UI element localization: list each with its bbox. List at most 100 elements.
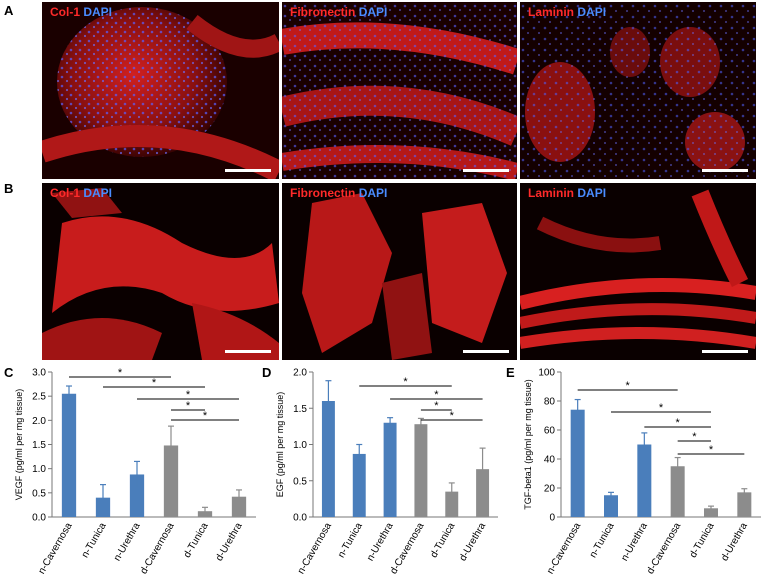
stain-label-a-fibronectin: Fibronectin DAPI [290,5,388,19]
x-tick-label: n-Urethra [112,521,143,563]
y-tick-label: 0.5 [293,476,307,487]
scale-bar [463,169,509,172]
significance-star: * [676,417,681,429]
significance-star: * [709,444,714,456]
significance-star: * [692,431,697,443]
micrograph-a-fibronectin: Fibronectin DAPI [282,2,517,179]
micrograph-b-col1: Col-1 DAPI [42,183,279,360]
x-tick-label: n-Urethra [365,521,396,563]
x-tick-label: d-Urethra [458,521,489,563]
y-tick-label: 1.5 [293,404,307,415]
panel-label-b: B [4,181,14,196]
significance-star: * [203,410,208,422]
panel-label-a: A [4,3,14,18]
y-axis-label: VEGF (pg/ml per mg tissue) [14,389,24,501]
bar [670,466,685,517]
bar [704,508,718,517]
y-tick-label: 2.5 [32,392,46,403]
bar [637,444,652,517]
stain-label-b-fibronectin: Fibronectin DAPI [290,186,388,200]
x-tick-label: n-Tunica [80,521,109,560]
bar [414,424,428,517]
bar [231,496,247,517]
y-axis-label: EGF (pg/ml per mg tissue) [275,392,285,498]
scale-bar [225,169,271,172]
bar [570,409,585,517]
bar [321,401,335,517]
significance-star: * [450,410,455,422]
x-tick-label: d-Cavernosa [138,521,176,576]
bar [445,491,459,517]
x-tick-label: n-Cavernosa [545,521,583,576]
x-tick-label: d-Cavernosa [645,521,683,576]
bar [352,453,366,517]
bar [163,445,179,517]
micrograph-b-laminin-image [520,183,756,360]
bar [129,474,145,517]
y-axis-label: TGF-beta1 (pg/ml per mg tissue) [523,379,533,510]
panel-label-c: C [4,365,14,380]
significance-star: * [434,389,439,401]
x-tick-label: n-Tunica [336,521,365,560]
scale-bar [225,350,271,353]
scale-bar [463,350,509,353]
stain-label-b-col1: Col-1 DAPI [50,186,113,200]
x-tick-label: n-Urethra [619,521,650,563]
significance-star: * [186,400,191,412]
micrograph-a-col1: Col-1 DAPI [42,2,279,179]
tgf-beta1-bar-chart: 0 20 40 60 80 100 TGF-beta1 (pg/ml per mg tiss… [523,368,761,576]
significance-star: * [118,367,123,379]
stain-label-a-col1: Col-1 DAPI [50,5,113,19]
y-tick-label: 100 [538,368,555,379]
micrograph-b-col1-image [42,183,279,360]
x-tick-label: d-Urethra [719,521,750,563]
y-tick-label: 2.0 [293,368,307,379]
significance-star: * [659,402,664,414]
y-tick-label: 0.0 [293,513,307,524]
panel-label-e: E [506,365,515,380]
bar [383,422,397,517]
micrograph-a-laminin: Laminin DAPI [520,2,756,179]
bar [61,393,77,517]
y-tick-label: 20 [544,484,556,495]
y-tick-label: 3.0 [32,368,46,379]
micrograph-a-fibronectin-image [282,2,517,179]
micrograph-b-fibronectin-image [282,183,517,360]
significance-star: * [403,376,408,388]
y-tick-label: 80 [544,397,556,408]
significance-star: * [152,377,157,389]
y-tick-label: 1.0 [32,464,46,475]
bar [476,469,490,517]
significance-star: * [626,380,631,392]
micrograph-a-laminin-image [520,2,756,179]
x-tick-label: d-Tunica [688,521,717,560]
x-tick-label: d-Tunica [182,521,211,560]
bar [737,492,752,517]
x-tick-label: d-Tunica [429,521,458,560]
y-tick-label: 2.0 [32,416,46,427]
y-tick-label: 1.5 [32,440,46,451]
micrograph-b-laminin: Laminin DAPI [520,183,756,360]
stain-label-b-laminin: Laminin DAPI [528,186,607,200]
x-tick-label: d-Urethra [214,521,245,563]
significance-star: * [186,389,191,401]
stain-label-a-laminin: Laminin DAPI [528,5,607,19]
x-tick-label: n-Tunica [588,521,617,560]
micrograph-a-col1-image [42,2,279,179]
significance-star: * [434,400,439,412]
y-tick-label: 60 [544,426,556,437]
y-tick-label: 0 [549,513,555,524]
y-tick-label: 0.5 [32,488,46,499]
panel-label-d: D [262,365,272,380]
scale-bar [702,350,748,353]
bar [604,495,618,517]
egf-bar-chart: 0.0 0.5 1.0 1.5 2.0 EGF (pg/ml per mg tissue)… [275,368,498,576]
vegf-bar-chart: 0.0 0.5 1.0 1.5 2.0 2.5 3.0 VEGF (pg/ml per mg … [14,367,256,576]
x-tick-label: n-Cavernosa [296,521,334,576]
y-tick-label: 1.0 [293,440,307,451]
x-tick-label: n-Cavernosa [36,521,74,576]
y-tick-label: 40 [544,455,556,466]
micrograph-b-fibronectin: Fibronectin DAPI [282,183,517,360]
y-tick-label: 0.0 [32,513,46,524]
scale-bar [702,169,748,172]
